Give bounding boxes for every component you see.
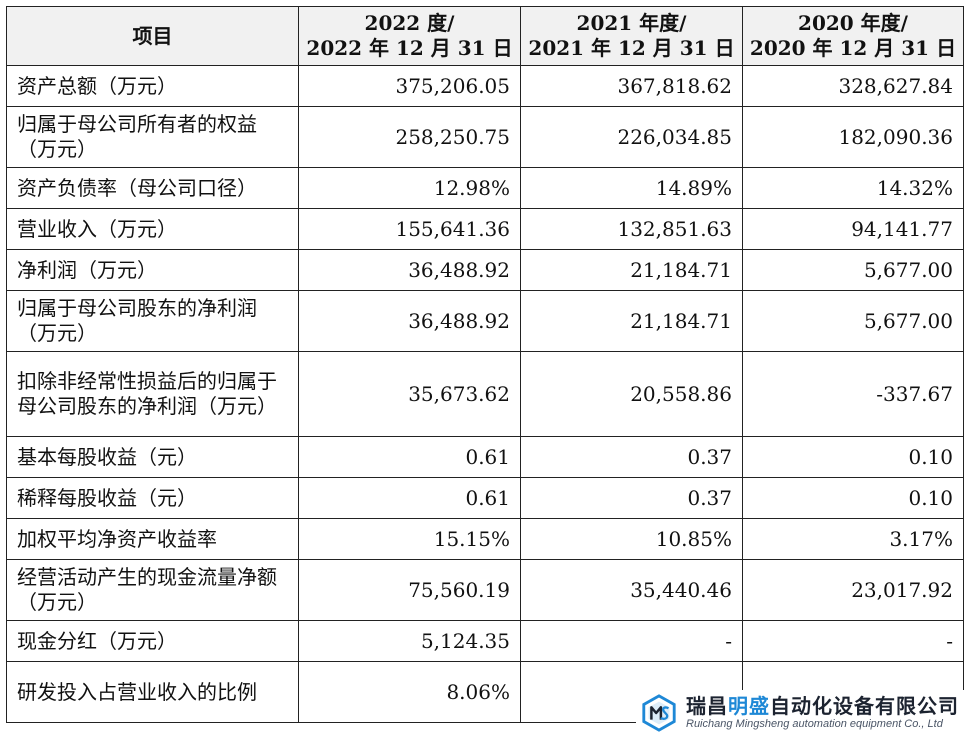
value-2022: 0.61: [298, 477, 521, 519]
company-name-cn: 瑞昌明盛自动化设备有限公司: [686, 694, 959, 718]
row-label: 扣除非经常性损益后的归属于母公司股东的净利润（万元）: [6, 351, 299, 437]
value-2022: 5,124.35: [298, 620, 521, 662]
value-2022: 375,206.05: [298, 65, 521, 107]
row-label: 加权平均净资产收益率: [6, 518, 299, 560]
row-label: 稀释每股收益（元）: [6, 477, 299, 519]
value-2021: 367,818.62: [520, 65, 743, 107]
value-2020: -337.67: [742, 351, 964, 437]
row-label: 归属于母公司所有者的权益（万元）: [6, 106, 299, 168]
value-2021: 0.37: [520, 436, 743, 478]
row-label: 基本每股收益（元）: [6, 436, 299, 478]
table-row: 现金分红（万元） 5,124.35 - -: [6, 620, 964, 662]
table-row: 经营活动产生的现金流量净额（万元） 75,560.19 35,440.46 23…: [6, 559, 964, 621]
value-2020: 14.32%: [742, 167, 964, 209]
value-2020: 5,677.00: [742, 249, 964, 291]
value-2020: 0.10: [742, 436, 964, 478]
table-row: 营业收入（万元） 155,641.36 132,851.63 94,141.77: [6, 208, 964, 250]
table-row: 归属于母公司所有者的权益（万元） 258,250.75 226,034.85 1…: [6, 106, 964, 168]
value-2020: 182,090.36: [742, 106, 964, 168]
value-2022: 0.61: [298, 436, 521, 478]
table-row: 归属于母公司股东的净利润（万元） 36,488.92 21,184.71 5,6…: [6, 290, 964, 352]
value-2020: 328,627.84: [742, 65, 964, 107]
ms-hexagon-logo-icon: [642, 693, 676, 732]
header-2021: 2021 年度/2021 年 12 月 31 日: [520, 6, 743, 66]
value-2020: 94,141.77: [742, 208, 964, 250]
row-label: 经营活动产生的现金流量净额（万元）: [6, 559, 299, 621]
value-2022: 75,560.19: [298, 559, 521, 621]
value-2021: 14.89%: [520, 167, 743, 209]
row-label: 营业收入（万元）: [6, 208, 299, 250]
value-2022: 12.98%: [298, 167, 521, 209]
row-label: 净利润（万元）: [6, 249, 299, 291]
header-2020: 2020 年度/2020 年 12 月 31 日: [742, 6, 964, 66]
value-2021: 226,034.85: [520, 106, 743, 168]
row-label: 资产总额（万元）: [6, 65, 299, 107]
row-label: 资产负债率（母公司口径）: [6, 167, 299, 209]
table-row: 净利润（万元） 36,488.92 21,184.71 5,677.00: [6, 249, 964, 291]
value-2020: -: [742, 620, 964, 662]
table-row: 资产负债率（母公司口径） 12.98% 14.89% 14.32%: [6, 167, 964, 209]
value-2022: 155,641.36: [298, 208, 521, 250]
value-2020: 23,017.92: [742, 559, 964, 621]
company-name-en: Ruichang Mingsheng automation equipment …: [686, 718, 943, 730]
table-row: 稀释每股收益（元） 0.61 0.37 0.10: [6, 477, 964, 519]
value-2021: 21,184.71: [520, 290, 743, 352]
value-2022: 35,673.62: [298, 351, 521, 437]
value-2021: 132,851.63: [520, 208, 743, 250]
table-header-row: 项目 2022 度/2022 年 12 月 31 日 2021 年度/2021 …: [6, 6, 964, 66]
financial-summary-table: 项目 2022 度/2022 年 12 月 31 日 2021 年度/2021 …: [6, 6, 964, 723]
row-label: 现金分红（万元）: [6, 620, 299, 662]
header-item: 项目: [6, 6, 299, 66]
value-2021: 10.85%: [520, 518, 743, 560]
value-2020: 5,677.00: [742, 290, 964, 352]
row-label: 归属于母公司股东的净利润（万元）: [6, 290, 299, 352]
row-label: 研发投入占营业收入的比例: [6, 661, 299, 723]
table-row: 基本每股收益（元） 0.61 0.37 0.10: [6, 436, 964, 478]
value-2021: 35,440.46: [520, 559, 743, 621]
value-2020: 3.17%: [742, 518, 964, 560]
table-row: 扣除非经常性损益后的归属于母公司股东的净利润（万元） 35,673.62 20,…: [6, 351, 964, 437]
value-2022: 36,488.92: [298, 290, 521, 352]
table-row: 资产总额（万元） 375,206.05 367,818.62 328,627.8…: [6, 65, 964, 107]
value-2021: 21,184.71: [520, 249, 743, 291]
table-row: 加权平均净资产收益率 15.15% 10.85% 3.17%: [6, 518, 964, 560]
header-2022: 2022 度/2022 年 12 月 31 日: [298, 6, 521, 66]
value-2022: 258,250.75: [298, 106, 521, 168]
value-2022: 8.06%: [298, 661, 521, 723]
value-2021: 20,558.86: [520, 351, 743, 437]
company-watermark: 瑞昌明盛自动化设备有限公司 Ruichang Mingsheng automat…: [636, 690, 968, 735]
value-2022: 36,488.92: [298, 249, 521, 291]
value-2021: 0.37: [520, 477, 743, 519]
value-2021: -: [520, 620, 743, 662]
value-2020: 0.10: [742, 477, 964, 519]
value-2022: 15.15%: [298, 518, 521, 560]
